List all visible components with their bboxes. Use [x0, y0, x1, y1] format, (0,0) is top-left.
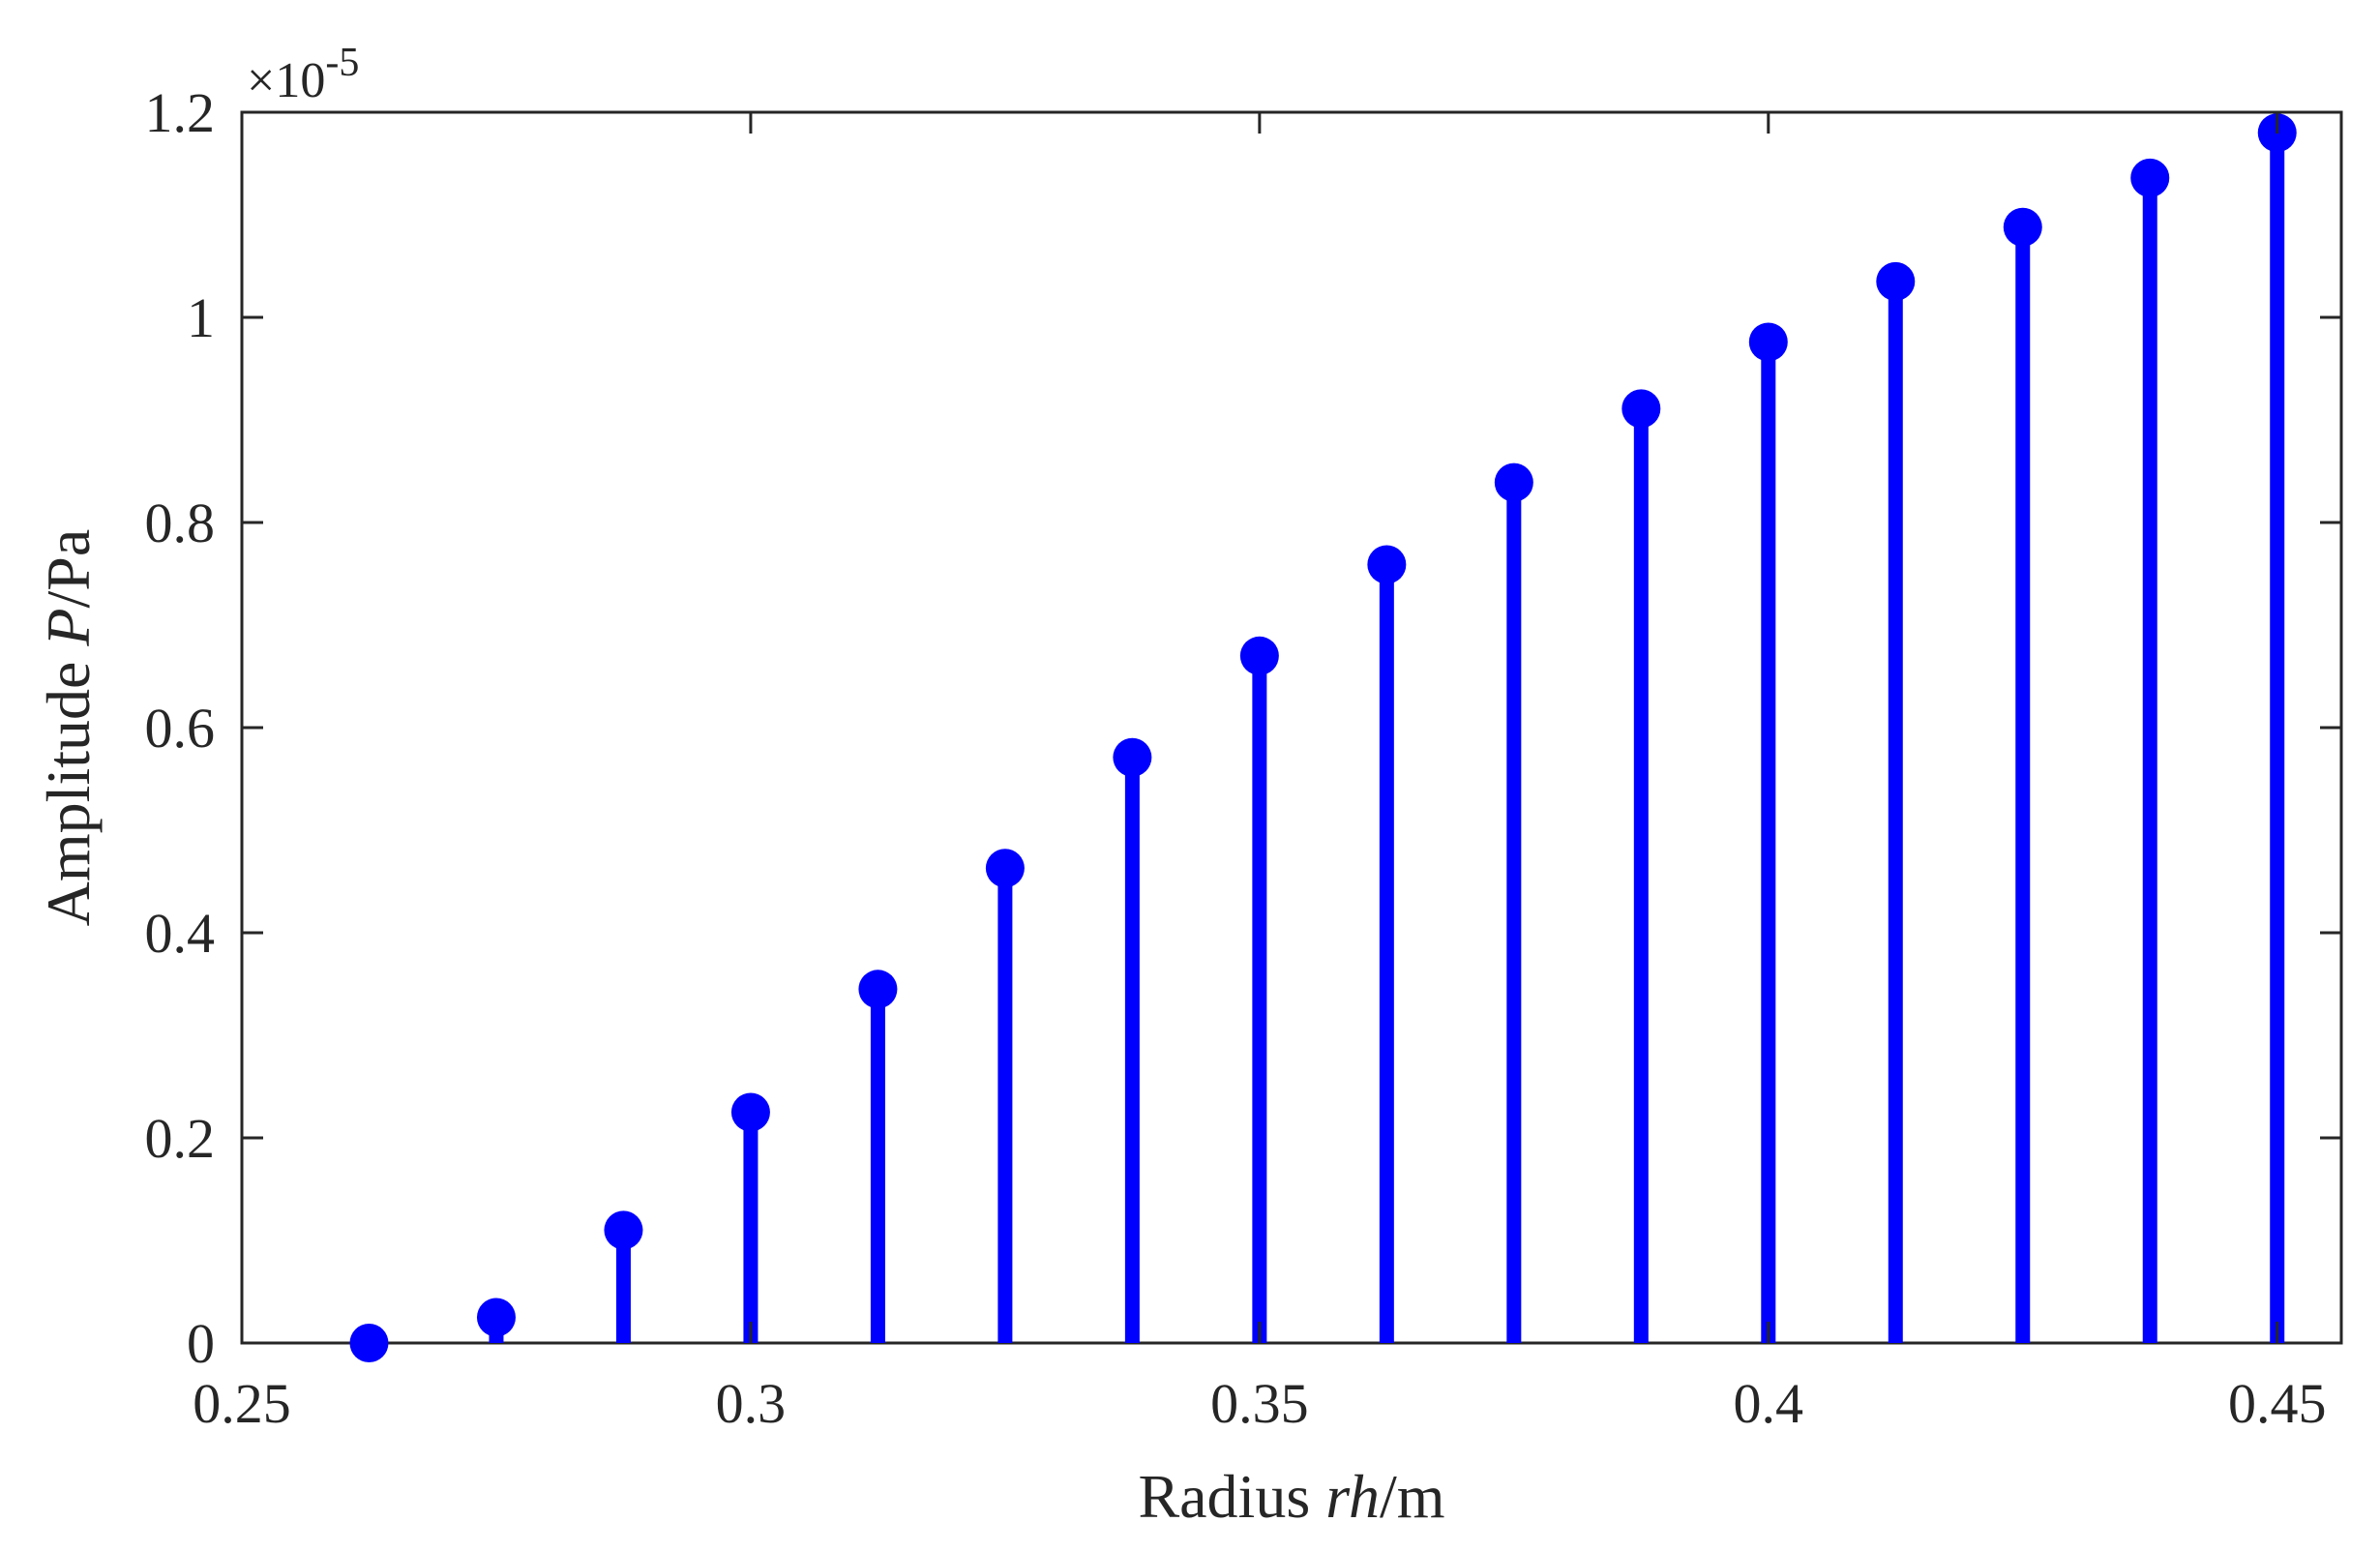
y-tick-label: 0 — [187, 1312, 215, 1375]
stem-marker — [858, 970, 898, 1009]
y-exponent-base: ×10 — [247, 53, 325, 108]
y-exponent-label: ×10-5 — [247, 41, 359, 108]
x-axis-label-italic: rh — [1325, 1462, 1380, 1531]
y-tick-label: 1.2 — [145, 81, 216, 144]
stem-marker — [349, 1324, 389, 1362]
y-axis-label: Amplitude P/Pa — [34, 529, 103, 927]
stems-group — [349, 113, 2297, 1362]
x-tick-label: 0.4 — [1734, 1372, 1804, 1435]
stem-marker — [1748, 322, 1788, 362]
x-tick-label: 0.25 — [193, 1372, 291, 1435]
stem-marker — [1113, 737, 1152, 777]
y-axis-label-italic: P — [34, 608, 103, 646]
stem-marker — [604, 1210, 643, 1250]
stem-marker — [2003, 207, 2042, 247]
x-tick-label: 0.45 — [2228, 1372, 2327, 1435]
x-axis-label-suffix: /m — [1380, 1462, 1445, 1531]
y-tick-label: 0.4 — [145, 902, 216, 965]
stem-marker — [1494, 463, 1533, 502]
plot-area — [240, 110, 2343, 1345]
stem-marker — [2130, 158, 2170, 197]
stem-marker — [985, 849, 1025, 888]
stem-marker — [476, 1298, 516, 1337]
y-tick-label: 1 — [187, 286, 215, 349]
stem-marker — [730, 1092, 770, 1132]
x-tick-label: 0.3 — [716, 1372, 787, 1435]
y-tick-label: 0.2 — [145, 1107, 216, 1170]
x-tick-label: 0.35 — [1210, 1372, 1309, 1435]
stem-marker — [1876, 261, 1916, 301]
y-tick-label: 0.8 — [145, 492, 216, 554]
stem-marker — [1239, 636, 1279, 675]
x-axis-label-prefix: Radius — [1138, 1462, 1325, 1531]
y-tick-label: 0.6 — [145, 697, 216, 760]
x-axis-label: Radius rh/m — [1138, 1462, 1444, 1531]
stem-marker — [1621, 389, 1661, 429]
y-axis-label-suffix: /Pa — [34, 529, 103, 609]
y-exponent-power: -5 — [325, 41, 359, 85]
ticks-group: 0.25 0.3 0.35 0.4 0.45 0 0.2 0.4 0.6 0.8 1 1.2 — [145, 81, 2341, 1435]
y-axis-label-prefix: Amplitude — [34, 646, 103, 927]
stem-marker — [1367, 545, 1407, 584]
